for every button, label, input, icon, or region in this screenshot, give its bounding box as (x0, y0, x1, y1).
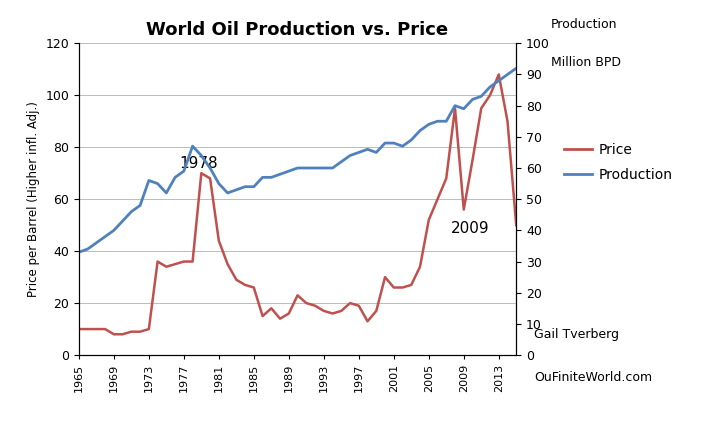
Price (372, 308, 381, 313)
Price (495, 72, 503, 77)
Production (364, 147, 372, 152)
Price (179, 259, 188, 264)
Line: Production: Production (79, 68, 516, 252)
Text: Million BPD: Million BPD (551, 56, 621, 69)
Text: Production: Production (551, 18, 618, 31)
Production (512, 66, 521, 71)
Line: Price: Price (79, 74, 516, 334)
Text: Gail Tverberg: Gail Tverberg (534, 328, 619, 341)
Price (110, 332, 118, 337)
Price (503, 119, 512, 124)
Price (512, 223, 521, 228)
Production (171, 175, 179, 180)
Price (223, 262, 232, 267)
Text: 2009: 2009 (450, 221, 489, 236)
Production (75, 249, 83, 255)
Price (214, 238, 223, 243)
Price (75, 326, 83, 332)
Title: World Oil Production vs. Price: World Oil Production vs. Price (146, 21, 449, 39)
Production (389, 140, 398, 145)
Production (214, 181, 223, 186)
Production (503, 72, 512, 77)
Legend: Price, Production: Price, Production (558, 138, 678, 188)
Text: OuFiniteWorld.com: OuFiniteWorld.com (534, 371, 652, 384)
Y-axis label: Price per Barrel (Higher infl. Adj.): Price per Barrel (Higher infl. Adj.) (27, 101, 39, 297)
Text: 1978: 1978 (179, 156, 218, 171)
Production (206, 165, 214, 171)
Price (398, 285, 407, 290)
